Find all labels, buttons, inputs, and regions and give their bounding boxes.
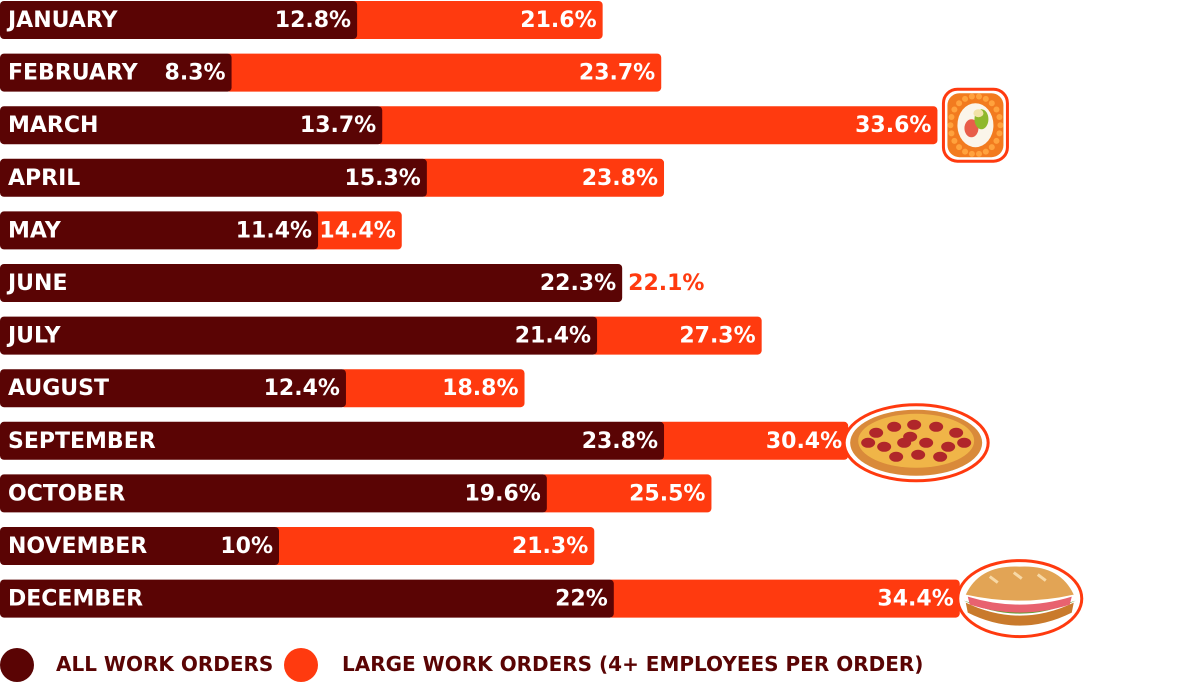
value-label-all-december: 22%	[555, 587, 608, 612]
category-label-february: FEBRUARY	[8, 61, 139, 86]
bar-all-february	[0, 53, 232, 92]
bar-large-august	[339, 369, 525, 408]
value-label-all-may: 11.4%	[236, 218, 312, 243]
sushi-roll-icon	[941, 87, 1009, 163]
value-label-all-july: 21.4%	[515, 324, 591, 349]
value-label-large-december: 34.4%	[877, 587, 953, 612]
bar-large-may	[312, 211, 402, 250]
bar-large-march	[376, 106, 938, 145]
bar-large-april	[420, 158, 665, 197]
value-label-large-june: 22.1%	[628, 271, 704, 296]
legend-swatch-all-work-orders	[0, 648, 34, 682]
value-label-large-august: 18.8%	[442, 376, 518, 401]
category-label-november: NOVEMBER	[8, 534, 147, 559]
pizza-icon	[842, 403, 990, 483]
value-label-large-october: 25.5%	[629, 481, 705, 506]
bar-all-may	[0, 211, 319, 250]
bar-all-april	[0, 158, 427, 197]
category-label-july: JULY	[6, 324, 62, 349]
bar-all-june	[0, 264, 623, 302]
category-label-march: MARCH	[8, 113, 98, 138]
bar-all-october	[0, 474, 547, 513]
value-label-all-june: 22.3%	[540, 271, 616, 296]
value-label-large-september: 30.4%	[766, 429, 842, 454]
value-label-all-october: 19.6%	[465, 481, 541, 506]
value-label-large-july: 27.3%	[679, 324, 755, 349]
sandwich-icon	[956, 559, 1084, 639]
value-label-large-march: 33.6%	[855, 113, 931, 138]
category-label-january: JANUARY	[6, 8, 119, 33]
category-label-september: SEPTEMBER	[8, 429, 156, 454]
bar-all-november	[0, 527, 279, 565]
value-label-all-november: 10%	[220, 534, 273, 559]
bar-all-march	[0, 106, 383, 145]
category-label-april: APRIL	[8, 166, 80, 191]
value-label-all-august: 12.4%	[264, 376, 340, 401]
category-label-august: AUGUST	[8, 376, 109, 401]
value-label-large-november: 21.3%	[512, 534, 588, 559]
legend-swatch-large-work-orders	[284, 648, 318, 682]
bar-all-december	[0, 579, 614, 618]
bar-large-december	[607, 579, 960, 618]
value-label-all-march: 13.7%	[300, 113, 376, 138]
category-label-may: MAY	[8, 218, 62, 243]
bar-large-january	[351, 1, 603, 39]
legend-label-all-work-orders: ALL WORK ORDERS	[56, 652, 274, 676]
category-label-october: OCTOBER	[8, 481, 125, 506]
bar-large-july	[591, 316, 762, 355]
value-label-all-september: 23.8%	[582, 429, 658, 454]
bar-large-october	[540, 474, 712, 513]
value-label-all-april: 15.3%	[345, 166, 421, 191]
category-label-december: DECEMBER	[8, 587, 143, 612]
bar-all-august	[0, 369, 346, 408]
legend-label-large-work-orders: LARGE WORK ORDERS (4+ EMPLOYEES PER ORDE…	[342, 652, 924, 676]
value-label-large-april: 23.8%	[582, 166, 658, 191]
value-label-large-january: 21.6%	[520, 8, 596, 33]
bar-large-september	[658, 421, 849, 460]
value-label-large-may: 14.4%	[319, 218, 395, 243]
bar-all-september	[0, 421, 665, 460]
bar-all-january	[0, 1, 358, 39]
bar-large-february	[225, 53, 662, 92]
value-label-large-february: 23.7%	[579, 61, 655, 86]
category-label-june: JUNE	[6, 271, 68, 296]
value-label-all-february: 8.3%	[165, 61, 226, 86]
bar-all-july	[0, 316, 598, 355]
legend: ALL WORK ORDERS LARGE WORK ORDERS (4+ EM…	[0, 648, 1200, 682]
value-label-all-january: 12.8%	[275, 8, 351, 33]
bar-large-november	[273, 527, 595, 565]
